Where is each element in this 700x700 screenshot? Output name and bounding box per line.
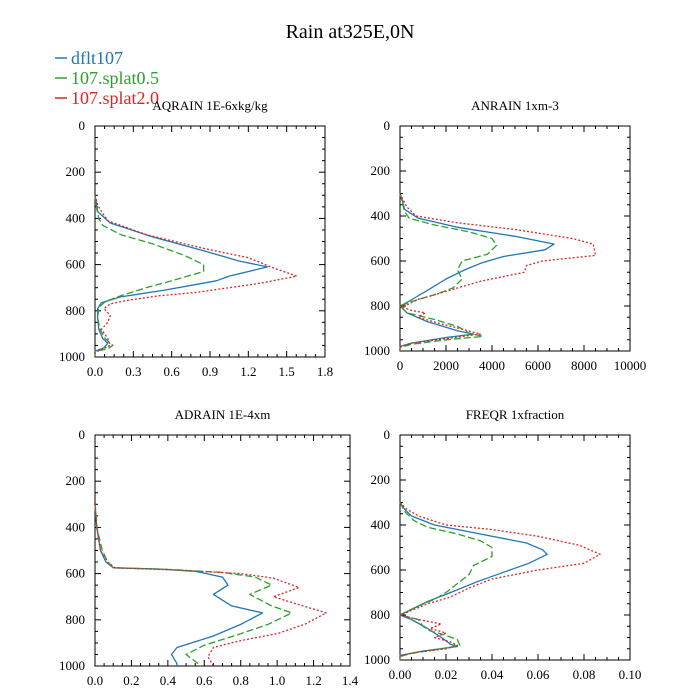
y-tick-label: 800 — [66, 303, 86, 318]
y-tick-label: 400 — [66, 210, 86, 225]
y-tick-label: 0 — [79, 427, 86, 442]
series-line-107-splat2-0 — [399, 502, 601, 660]
chart-panel: FREQR 1xfraction 0 200 400 600 800 10000.00 0.0… — [364, 407, 641, 682]
y-tick-label: 0 — [79, 118, 86, 133]
y-tick-label: 800 — [371, 298, 391, 313]
x-tick-label: 1.0 — [269, 673, 285, 688]
x-tick-label: 0 — [397, 358, 404, 373]
x-tick-label: 0.8 — [233, 673, 249, 688]
x-tick-label: 0.10 — [619, 667, 642, 682]
y-tick-label: 1000 — [59, 349, 85, 364]
series-line-dflt107 — [399, 193, 555, 351]
y-tick-label: 200 — [66, 164, 86, 179]
axes-frame — [94, 125, 326, 358]
y-tick-label: 600 — [66, 566, 86, 581]
chart-panel: ADRAIN 1E-4xm 0 200 400 600 800 10000.0 0.2 0.4 0… — [59, 407, 359, 688]
x-tick-label: 2000 — [433, 358, 459, 373]
chart-panel: AQRAIN 1E-6xkg/kg 0 200 400 600 800 10000.0 0.3… — [59, 98, 333, 379]
x-tick-label: 0.00 — [389, 667, 412, 682]
x-tick-label: 0.6 — [196, 673, 213, 688]
legend-label: 107.splat0.5 — [71, 68, 159, 88]
series-line-107-splat2-0 — [399, 193, 597, 351]
y-tick-label: 400 — [371, 517, 391, 532]
series-line-107-splat2-0 — [94, 504, 327, 667]
x-tick-label: 6000 — [525, 358, 551, 373]
panel-title: ANRAIN 1xm-3 — [471, 98, 559, 113]
x-tick-label: 0.3 — [125, 364, 141, 379]
series-line-dflt107 — [94, 195, 269, 357]
x-tick-label: 0.04 — [481, 667, 504, 682]
axes-frame — [399, 125, 631, 352]
legend-label: 107.splat2.0 — [71, 88, 159, 108]
panel-title: ADRAIN 1E-4xm — [175, 407, 271, 422]
y-tick-label: 600 — [66, 257, 86, 272]
series-line-107-splat0-5 — [94, 195, 205, 357]
y-tick-label: 400 — [371, 208, 391, 223]
legend-entry: dflt107 — [55, 48, 123, 68]
x-tick-label: 0.0 — [87, 673, 103, 688]
figure-title: Rain at325E,0N — [286, 21, 415, 43]
legend-entry: 107.splat0.5 — [55, 68, 159, 88]
x-tick-label: 0.0 — [87, 364, 103, 379]
y-tick-label: 0 — [384, 118, 391, 133]
y-tick-label: 1000 — [364, 652, 390, 667]
series-line-dflt107 — [94, 504, 264, 666]
x-tick-label: 0.2 — [123, 673, 139, 688]
legend-label: dflt107 — [71, 48, 123, 68]
x-tick-label: 1.4 — [342, 673, 359, 688]
x-tick-label: 1.2 — [240, 364, 256, 379]
x-tick-label: 0.9 — [202, 364, 218, 379]
x-tick-label: 0.02 — [435, 667, 458, 682]
x-tick-label: 0.06 — [527, 667, 550, 682]
x-tick-label: 1.8 — [317, 364, 333, 379]
x-tick-label: 1.5 — [279, 364, 295, 379]
x-tick-label: 0.4 — [160, 673, 177, 688]
x-tick-label: 10000 — [614, 358, 647, 373]
y-tick-label: 600 — [371, 562, 391, 577]
y-tick-label: 0 — [384, 427, 391, 442]
y-tick-label: 400 — [66, 519, 86, 534]
panel-title: FREQR 1xfraction — [466, 407, 565, 422]
y-tick-label: 200 — [66, 473, 86, 488]
y-tick-label: 800 — [66, 612, 86, 627]
legend-entry: 107.splat2.0 — [55, 88, 159, 108]
x-tick-label: 0.6 — [164, 364, 181, 379]
series-line-107-splat0-5 — [94, 504, 293, 667]
x-tick-label: 8000 — [571, 358, 597, 373]
panel-title: AQRAIN 1E-6xkg/kg — [152, 98, 268, 113]
series-line-107-splat0-5 — [399, 502, 493, 660]
x-tick-label: 1.2 — [305, 673, 321, 688]
y-tick-label: 200 — [371, 472, 391, 487]
x-tick-label: 4000 — [479, 358, 505, 373]
y-tick-label: 200 — [371, 163, 391, 178]
series-line-dflt107 — [399, 502, 548, 660]
axes-frame — [399, 434, 631, 661]
y-tick-label: 1000 — [364, 343, 390, 358]
series-line-107-splat0-5 — [399, 193, 498, 351]
x-tick-label: 0.08 — [573, 667, 596, 682]
series-line-107-splat2-0 — [94, 195, 298, 357]
y-tick-label: 1000 — [59, 658, 85, 673]
y-tick-label: 800 — [371, 607, 391, 622]
axes-frame — [94, 434, 351, 667]
y-tick-label: 600 — [371, 253, 391, 268]
